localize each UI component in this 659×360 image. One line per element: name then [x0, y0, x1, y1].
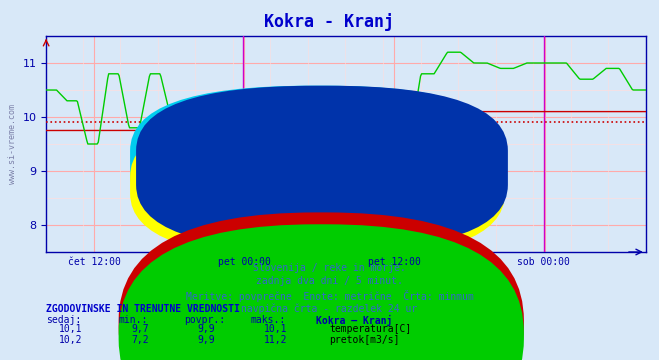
Text: Kokra - Kranj: Kokra - Kranj [264, 13, 395, 31]
Text: 10,1: 10,1 [264, 324, 287, 334]
Text: 10,2: 10,2 [59, 335, 83, 345]
Text: sedaj:: sedaj: [46, 315, 81, 325]
Text: pet 12:00: pet 12:00 [368, 257, 420, 267]
FancyBboxPatch shape [130, 86, 505, 241]
Text: 7,2: 7,2 [132, 335, 150, 345]
Text: min.:: min.: [119, 315, 148, 325]
Text: pretok[m3/s]: pretok[m3/s] [330, 335, 400, 345]
Text: pet 00:00: pet 00:00 [217, 257, 270, 267]
Text: www.si-vreme.com: www.si-vreme.com [8, 104, 17, 184]
FancyBboxPatch shape [130, 112, 505, 258]
Text: maks.:: maks.: [250, 315, 285, 325]
Text: čet 12:00: čet 12:00 [68, 257, 121, 267]
Text: 9,9: 9,9 [198, 335, 215, 345]
Text: www.si-vreme.com: www.si-vreme.com [183, 140, 509, 169]
Text: temperatura[C]: temperatura[C] [330, 324, 412, 334]
Text: Slovenija / reke in morje.: Slovenija / reke in morje. [253, 263, 406, 273]
Text: Kokra – Kranj: Kokra – Kranj [316, 315, 393, 326]
Text: navpična črta - razdelek 24 ur: navpična črta - razdelek 24 ur [241, 304, 418, 314]
Text: 10,1: 10,1 [59, 324, 83, 334]
Text: 9,9: 9,9 [198, 324, 215, 334]
Text: zadnja dva dni / 5 minut.: zadnja dva dni / 5 minut. [256, 276, 403, 287]
FancyBboxPatch shape [136, 86, 508, 250]
Text: povpr.:: povpr.: [185, 315, 225, 325]
Text: 11,2: 11,2 [264, 335, 287, 345]
Text: ZGODOVINSKE IN TRENUTNE VREDNOSTI: ZGODOVINSKE IN TRENUTNE VREDNOSTI [46, 304, 240, 314]
Text: sob 00:00: sob 00:00 [517, 257, 570, 267]
Text: Meritve: povprečne  Enote: metrične  Črta: minmum: Meritve: povprečne Enote: metrične Črta:… [186, 290, 473, 302]
Text: 9,7: 9,7 [132, 324, 150, 334]
